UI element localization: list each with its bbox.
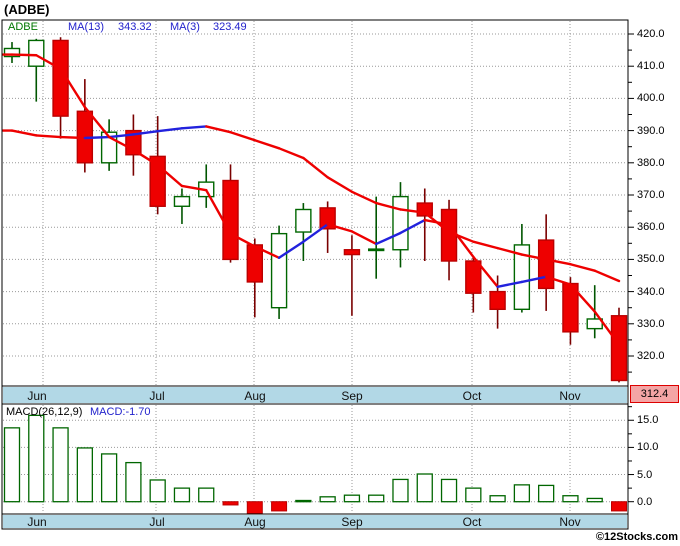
- price-tick-label: 360.0: [637, 221, 665, 234]
- price-tick-label: 320.0: [637, 350, 665, 362]
- month-label: Aug: [244, 388, 266, 403]
- macd-tick-label: 10.0: [637, 441, 659, 454]
- watermark: ©12Stocks.com: [595, 531, 678, 543]
- month-label: Sep: [341, 388, 363, 403]
- price-tick-label: 400.0: [637, 92, 665, 105]
- price-tick-label: 410.0: [637, 60, 665, 73]
- month-label: Oct: [462, 388, 482, 403]
- month-label: Jun: [27, 514, 47, 529]
- month-label: Nov: [559, 388, 581, 403]
- month-label: Jul: [149, 514, 165, 529]
- macd-legend-name: MACD(26,12,9): [6, 406, 83, 418]
- legend-ma3-label: MA(3): [170, 21, 200, 33]
- page-title: (ADBE): [4, 2, 50, 17]
- legend-symbol: ADBE: [8, 21, 38, 33]
- month-label: Oct: [462, 514, 482, 529]
- month-label: Sep: [341, 514, 363, 529]
- price-tick-label: 380.0: [637, 156, 665, 169]
- price-tick-label: 340.0: [637, 285, 665, 298]
- legend-ma13-value: 343.32: [118, 21, 152, 33]
- macd-tick-label: 5.0: [637, 468, 653, 481]
- month-label: Jun: [27, 388, 47, 403]
- macd-tick-label: 15.0: [637, 414, 659, 427]
- month-label: Jul: [149, 388, 165, 403]
- price-tick-label: 330.0: [637, 317, 665, 330]
- legend-ma13-label: MA(13): [68, 21, 105, 33]
- price-tick-label: 350.0: [637, 253, 665, 266]
- month-label: Aug: [244, 514, 266, 529]
- macd-legend-value: MACD:-1.70: [90, 406, 151, 418]
- price-tick-label: 420.0: [637, 28, 665, 40]
- macd-tick-label: 0.0: [637, 495, 653, 508]
- month-label: Nov: [559, 514, 581, 529]
- price-tick-label: 390.0: [637, 124, 665, 137]
- price-tick-label: 370.0: [637, 189, 665, 201]
- last-price-badge: 312.4: [630, 385, 679, 403]
- legend-ma3-value: 323.49: [213, 21, 247, 33]
